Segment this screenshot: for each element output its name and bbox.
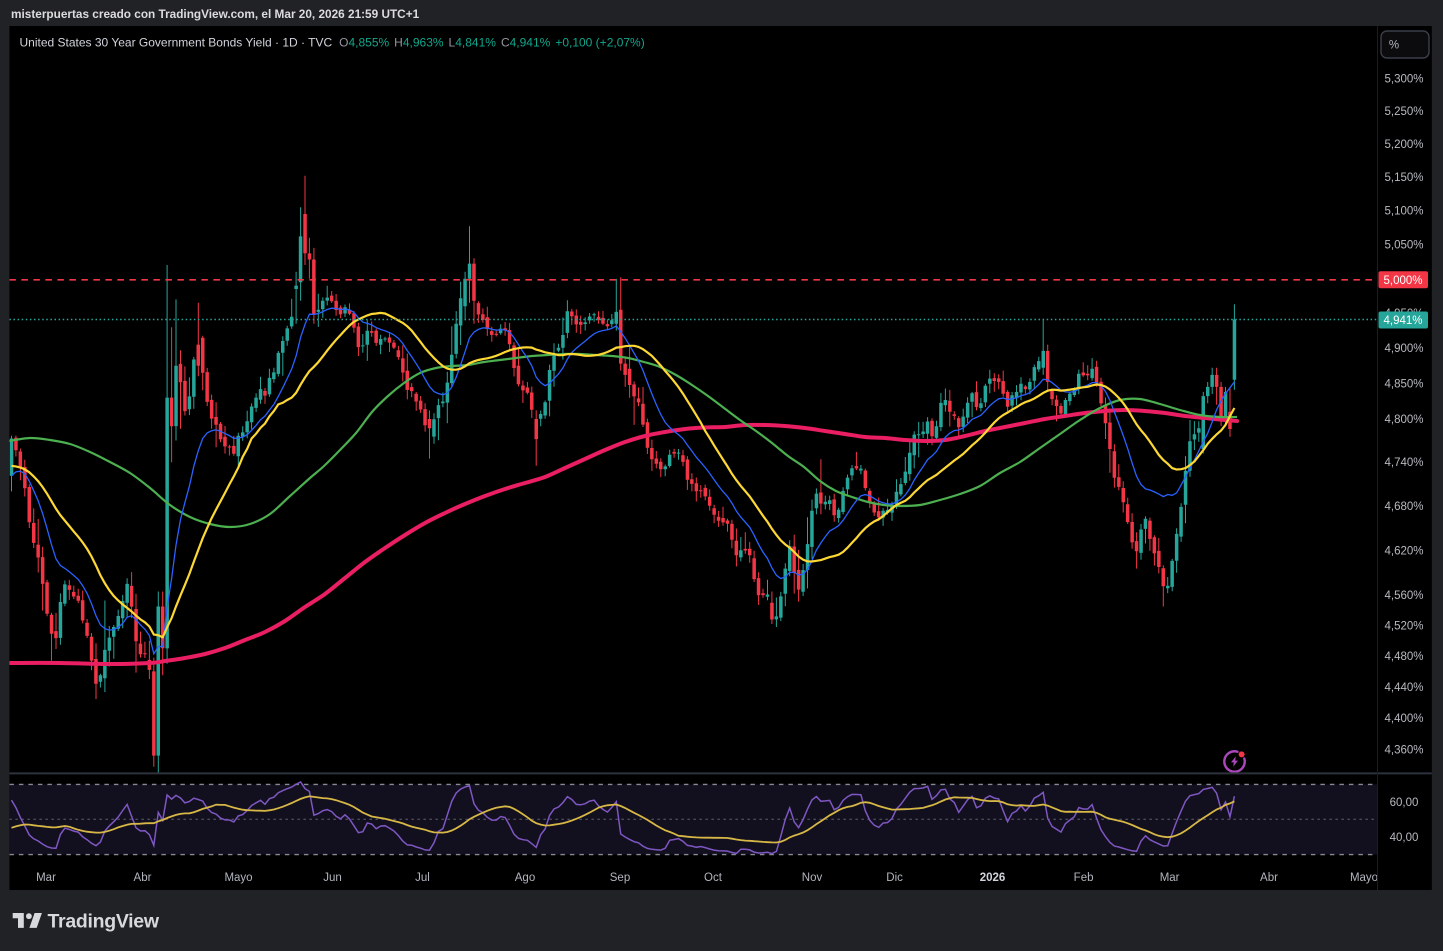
svg-text:Jun: Jun — [323, 872, 342, 884]
svg-text:United States 30 Year Governme: United States 30 Year Government Bonds Y… — [20, 36, 645, 50]
svg-text:4,400%: 4,400% — [1384, 713, 1423, 725]
svg-text:5,200%: 5,200% — [1384, 139, 1423, 151]
svg-text:Mar: Mar — [1160, 872, 1180, 884]
svg-text:5,150%: 5,150% — [1384, 172, 1423, 184]
svg-text:Nov: Nov — [802, 872, 823, 884]
svg-text:Dic: Dic — [886, 872, 903, 884]
svg-text:Mar: Mar — [36, 872, 56, 884]
svg-text:4,520%: 4,520% — [1384, 621, 1423, 633]
svg-text:60,00: 60,00 — [1390, 797, 1419, 809]
svg-text:5,300%: 5,300% — [1384, 74, 1423, 86]
svg-text:Mayo: Mayo — [224, 872, 252, 884]
svg-text:4,440%: 4,440% — [1384, 682, 1423, 694]
svg-text:Sep: Sep — [610, 872, 630, 884]
svg-text:40,00: 40,00 — [1390, 832, 1419, 844]
svg-text:misterpuertas creado con Tradi: misterpuertas creado con TradingView.com… — [11, 7, 420, 21]
svg-text:4,800%: 4,800% — [1384, 414, 1423, 426]
svg-text:4,850%: 4,850% — [1384, 378, 1423, 390]
svg-text:TradingView: TradingView — [48, 911, 160, 933]
svg-text:5,100%: 5,100% — [1384, 206, 1423, 218]
svg-text:5,250%: 5,250% — [1384, 106, 1423, 118]
svg-text:4,680%: 4,680% — [1384, 501, 1423, 513]
svg-text:Abr: Abr — [1260, 872, 1278, 884]
svg-text:2026: 2026 — [980, 872, 1006, 884]
svg-text:Mayo: Mayo — [1350, 872, 1378, 884]
svg-text:Jul: Jul — [415, 872, 430, 884]
svg-text:4,480%: 4,480% — [1384, 651, 1423, 663]
svg-text:4,900%: 4,900% — [1384, 343, 1423, 355]
svg-text:4,620%: 4,620% — [1384, 545, 1423, 557]
svg-text:%: % — [1389, 40, 1399, 52]
svg-text:4,360%: 4,360% — [1384, 744, 1423, 756]
svg-text:5,000%: 5,000% — [1383, 275, 1422, 287]
svg-text:4,560%: 4,560% — [1384, 590, 1423, 602]
svg-text:Abr: Abr — [134, 872, 152, 884]
svg-text:Oct: Oct — [704, 872, 723, 884]
svg-text:4,740%: 4,740% — [1384, 457, 1423, 469]
svg-text:Feb: Feb — [1074, 872, 1094, 884]
svg-text:5,050%: 5,050% — [1384, 240, 1423, 252]
svg-text:Ago: Ago — [515, 872, 535, 884]
svg-text:4,941%: 4,941% — [1383, 315, 1422, 327]
